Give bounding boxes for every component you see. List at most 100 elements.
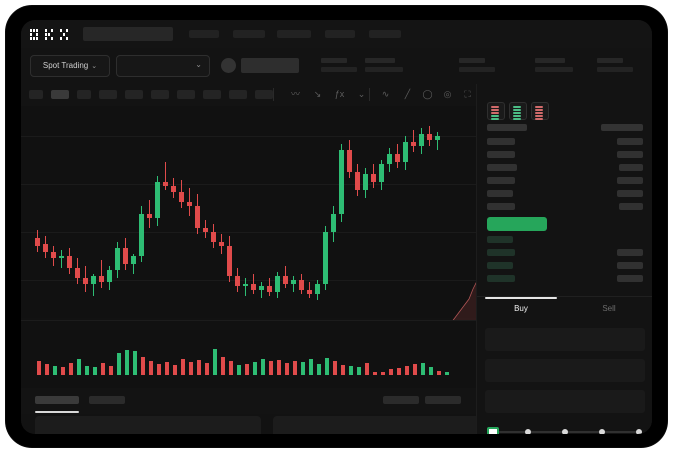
timeframe-button-4[interactable] bbox=[125, 90, 143, 99]
orderbook-header-left bbox=[487, 124, 527, 131]
global-search-input[interactable] bbox=[83, 27, 173, 41]
nav-item-1[interactable] bbox=[233, 30, 265, 38]
orderbook-view-modes bbox=[487, 102, 567, 120]
top-navigation-bar bbox=[21, 20, 652, 48]
stat-label bbox=[321, 58, 347, 63]
ask-row-price[interactable] bbox=[487, 151, 515, 158]
volume-bar-41 bbox=[365, 363, 369, 375]
orders-tab-0[interactable] bbox=[35, 396, 79, 404]
orderbook-bids-icon[interactable] bbox=[509, 102, 527, 120]
price-field[interactable] bbox=[485, 328, 645, 351]
tab-buy[interactable]: Buy bbox=[514, 304, 528, 313]
candle-body bbox=[83, 278, 88, 284]
ask-row-price[interactable] bbox=[487, 164, 517, 171]
timeframe-button-5[interactable] bbox=[151, 90, 169, 99]
volume-bar-14 bbox=[149, 361, 153, 375]
orderbook-asks-icon[interactable] bbox=[531, 102, 549, 120]
gridline-2 bbox=[21, 232, 476, 233]
timeframe-button-6[interactable] bbox=[177, 90, 195, 99]
settings-icon[interactable]: ◎ bbox=[443, 89, 452, 99]
nav-item-0[interactable] bbox=[189, 30, 219, 38]
trading-pair-dropdown[interactable]: ⌄ bbox=[116, 55, 210, 77]
bottom-panel-1[interactable] bbox=[273, 416, 495, 434]
market-type-dropdown[interactable]: Spot Trading ⌄ bbox=[30, 55, 110, 77]
trend-line-icon[interactable]: ↘ bbox=[313, 89, 322, 99]
volume-bar-47 bbox=[413, 364, 417, 375]
orders-action-0[interactable] bbox=[383, 396, 419, 404]
market-stat-4 bbox=[597, 58, 633, 72]
candle-body bbox=[275, 276, 280, 292]
stat-label bbox=[535, 58, 565, 63]
orders-tab-1[interactable] bbox=[89, 396, 125, 404]
market-stat-3 bbox=[535, 58, 573, 72]
candle-body bbox=[339, 150, 344, 214]
orderbook-both-icon[interactable] bbox=[487, 102, 505, 120]
candle-wick bbox=[293, 276, 294, 292]
timeframe-button-7[interactable] bbox=[203, 90, 221, 99]
slider-stop-75[interactable] bbox=[599, 429, 605, 434]
candle-body bbox=[163, 182, 168, 186]
timeframe-button-3[interactable] bbox=[99, 90, 117, 99]
timeframe-button-8[interactable] bbox=[229, 90, 247, 99]
nav-item-2[interactable] bbox=[277, 30, 311, 38]
buy-tab-underline bbox=[485, 297, 557, 299]
volume-bar-15 bbox=[157, 364, 161, 375]
timeframe-button-1[interactable] bbox=[51, 90, 69, 99]
ask-row-price[interactable] bbox=[487, 190, 513, 197]
volume-bar-17 bbox=[173, 365, 177, 375]
ask-row-size bbox=[619, 164, 643, 171]
orders-action-1[interactable] bbox=[425, 396, 461, 404]
amount-percent-slider[interactable] bbox=[487, 427, 643, 434]
candle-body bbox=[315, 284, 320, 294]
slider-stop-50[interactable] bbox=[562, 429, 568, 434]
volume-bar-50 bbox=[437, 371, 441, 375]
compare-icon[interactable]: ƒx bbox=[334, 89, 345, 99]
magnet-icon[interactable]: ╱ bbox=[404, 89, 411, 99]
stat-value bbox=[321, 67, 357, 72]
bottom-panel-0[interactable] bbox=[35, 416, 261, 434]
camera-icon[interactable]: ◯ bbox=[422, 89, 433, 99]
ask-row-price[interactable] bbox=[487, 177, 515, 184]
candle-body bbox=[299, 280, 304, 290]
candlestick-chart[interactable] bbox=[21, 106, 497, 434]
bid-row-price[interactable] bbox=[487, 236, 513, 243]
slider-stop-25[interactable] bbox=[525, 429, 531, 434]
stat-value bbox=[535, 67, 573, 72]
volume-bar-46 bbox=[405, 366, 409, 375]
nav-item-4[interactable] bbox=[369, 30, 401, 38]
candle-wick bbox=[93, 274, 94, 296]
bid-row-price[interactable] bbox=[487, 262, 513, 269]
nav-item-3[interactable] bbox=[325, 30, 355, 38]
indicator-icon[interactable]: 〰 bbox=[290, 89, 300, 99]
bid-row-price[interactable] bbox=[487, 249, 515, 256]
candle-body bbox=[267, 286, 272, 292]
total-field[interactable] bbox=[485, 390, 645, 413]
candle-body bbox=[195, 206, 200, 228]
wave-icon[interactable]: ∿ bbox=[381, 89, 390, 99]
timeframe-button-0[interactable] bbox=[29, 90, 43, 99]
slider-stop-100[interactable] bbox=[636, 429, 642, 434]
ask-row-price[interactable] bbox=[487, 203, 515, 210]
volume-bar-35 bbox=[317, 364, 321, 375]
candle-body bbox=[331, 214, 336, 232]
okx-logo[interactable] bbox=[30, 28, 72, 41]
candle-body bbox=[411, 142, 416, 146]
volume-bar-23 bbox=[221, 357, 225, 375]
mode-row bbox=[535, 112, 543, 114]
amount-field[interactable] bbox=[485, 359, 645, 382]
candle-body bbox=[379, 164, 384, 182]
candle-wick bbox=[61, 250, 62, 268]
chevron-down-icon[interactable]: ⌄ bbox=[357, 89, 366, 99]
tab-sell[interactable]: Sell bbox=[602, 304, 616, 313]
candle-body bbox=[427, 134, 432, 140]
bid-row-size bbox=[617, 249, 643, 256]
bid-row-price[interactable] bbox=[487, 275, 515, 282]
buy-sell-tab-bar: Buy Sell bbox=[477, 296, 652, 323]
slider-handle[interactable] bbox=[487, 427, 499, 434]
device-frame: Spot Trading ⌄ ⌄ 〰 ↘ ƒx ⌄ ∿ ╱ ◯ ◎ ⛶ bbox=[6, 6, 667, 447]
ask-row-price[interactable] bbox=[487, 138, 515, 145]
candle-body bbox=[363, 174, 368, 190]
fullscreen-icon[interactable]: ⛶ bbox=[464, 89, 471, 99]
timeframe-button-2[interactable] bbox=[77, 90, 91, 99]
timeframe-button-9[interactable] bbox=[255, 90, 273, 99]
